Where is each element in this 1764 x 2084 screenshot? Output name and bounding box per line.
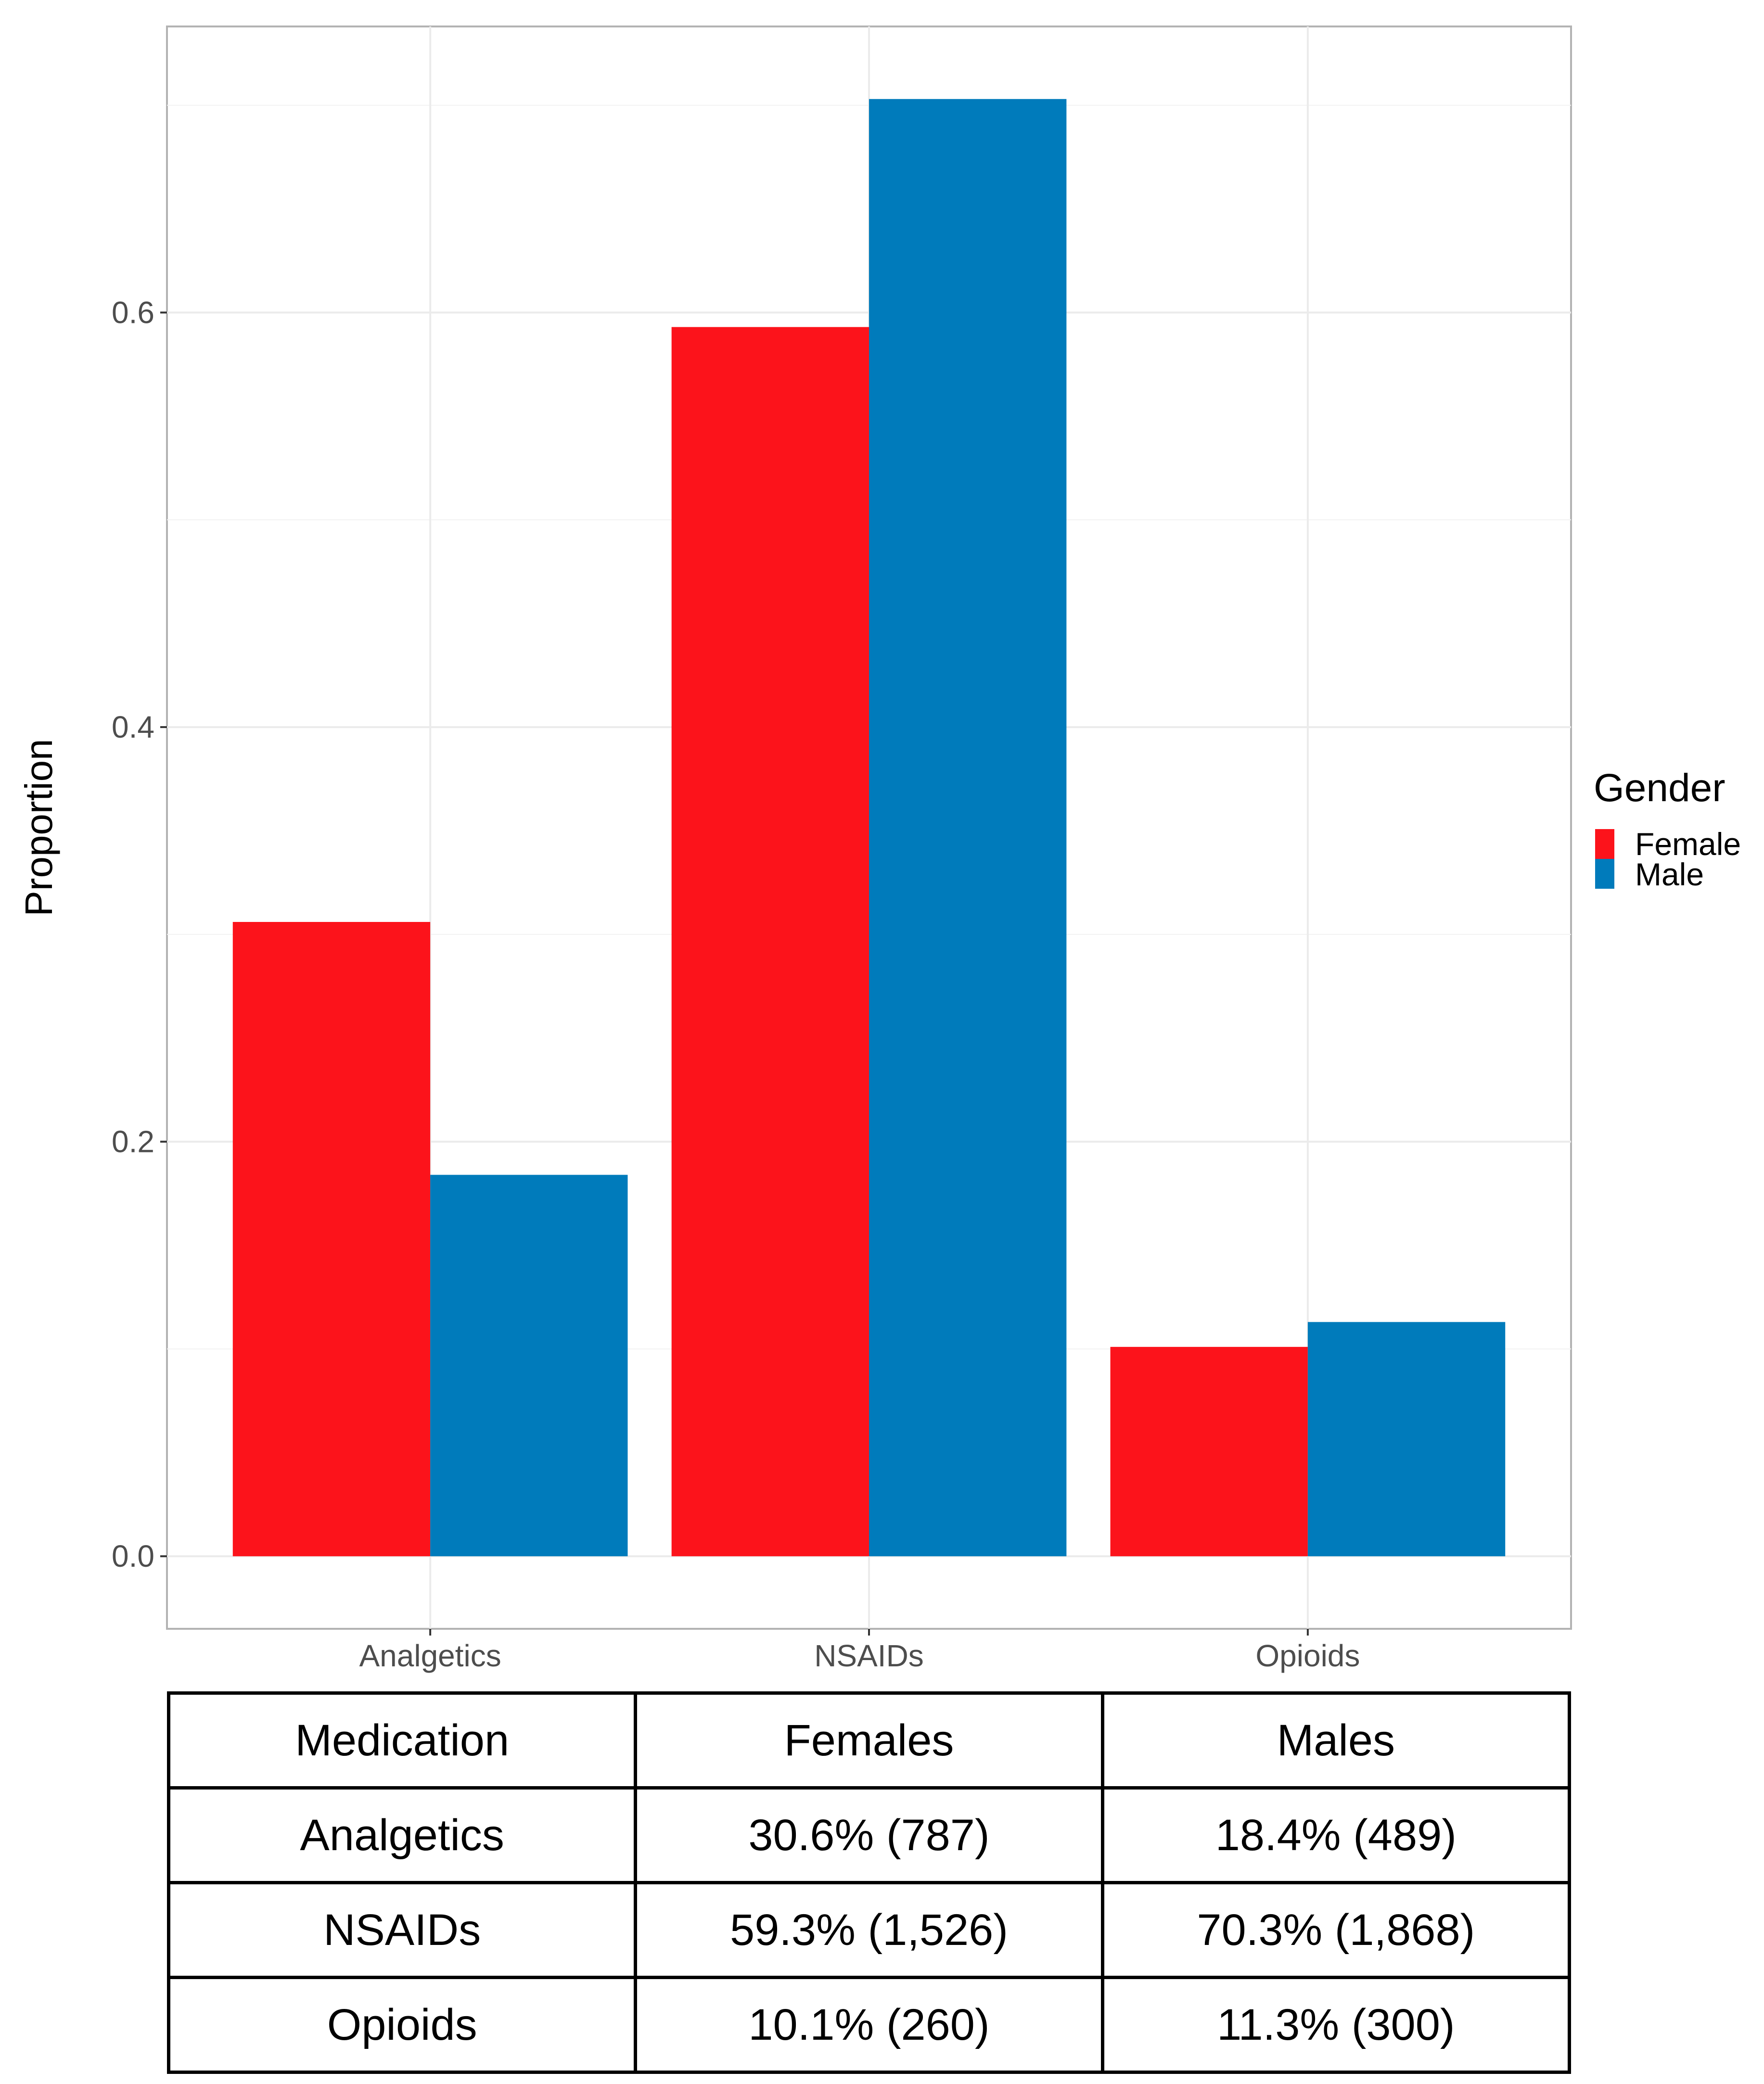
header-medication: Medication	[166, 1691, 638, 1790]
table-row: Analgetics 30.6% (787) 18.4% (489)	[166, 1786, 1572, 1884]
table-header-row: Medication Females Males	[166, 1691, 1572, 1790]
table-cell: Analgetics	[166, 1786, 638, 1884]
x-tick-label: NSAIDs	[814, 1638, 924, 1673]
x-tick-label: Analgetics	[359, 1638, 501, 1673]
y-axis-ticks: 0.0 0.2 0.4 0.6	[112, 295, 167, 1573]
y-tick-label: 0.4	[112, 710, 154, 744]
bar-male-opioids	[1307, 1322, 1506, 1557]
x-axis-ticks: Analgetics NSAIDs Opioids	[359, 1629, 1360, 1673]
table-cell: 10.1% (260)	[634, 1976, 1104, 2074]
legend-key-male	[1595, 859, 1614, 889]
bar-female-opioids	[1110, 1347, 1308, 1557]
bar-male-analgetics	[430, 1175, 628, 1557]
legend-key-female	[1595, 829, 1614, 859]
header-females: Females	[634, 1691, 1104, 1790]
table-row: NSAIDs 59.3% (1,526) 70.3% (1,868)	[166, 1881, 1572, 1979]
table-cell: 70.3% (1,868)	[1100, 1881, 1572, 1979]
table-cell: 18.4% (489)	[1100, 1786, 1572, 1884]
table-cell: 30.6% (787)	[634, 1786, 1104, 1884]
legend-label-female: Female	[1635, 826, 1741, 862]
bar-female-analgetics	[232, 922, 431, 1557]
y-axis-title: Proportion	[17, 739, 60, 916]
y-tick-label: 0.6	[112, 295, 154, 330]
legend-title: Gender	[1594, 766, 1726, 810]
legend: Gender Female Male	[1594, 766, 1741, 892]
legend-label-male: Male	[1635, 857, 1704, 892]
table-cell: 59.3% (1,526)	[634, 1881, 1104, 1979]
table-cell: Opioids	[166, 1976, 638, 2074]
table-cell: NSAIDs	[166, 1881, 638, 1979]
bar-chart: 0.0 0.2 0.4 0.6 Analgetics NSAIDs Opioids Pro…	[17, 26, 1741, 1673]
bar-male-nsaids	[869, 99, 1067, 1557]
y-tick-label: 0.0	[112, 1539, 154, 1573]
x-tick-label: Opioids	[1255, 1638, 1360, 1673]
header-males: Males	[1100, 1691, 1572, 1790]
bar-female-nsaids	[671, 327, 869, 1557]
table-cell: 11.3% (300)	[1100, 1976, 1572, 2074]
bars	[232, 99, 1506, 1557]
y-tick-label: 0.2	[112, 1125, 154, 1159]
summary-table: Medication Females Males Analgetics 30.6…	[166, 1691, 1572, 2074]
table-row: Opioids 10.1% (260) 11.3% (300)	[166, 1976, 1572, 2074]
